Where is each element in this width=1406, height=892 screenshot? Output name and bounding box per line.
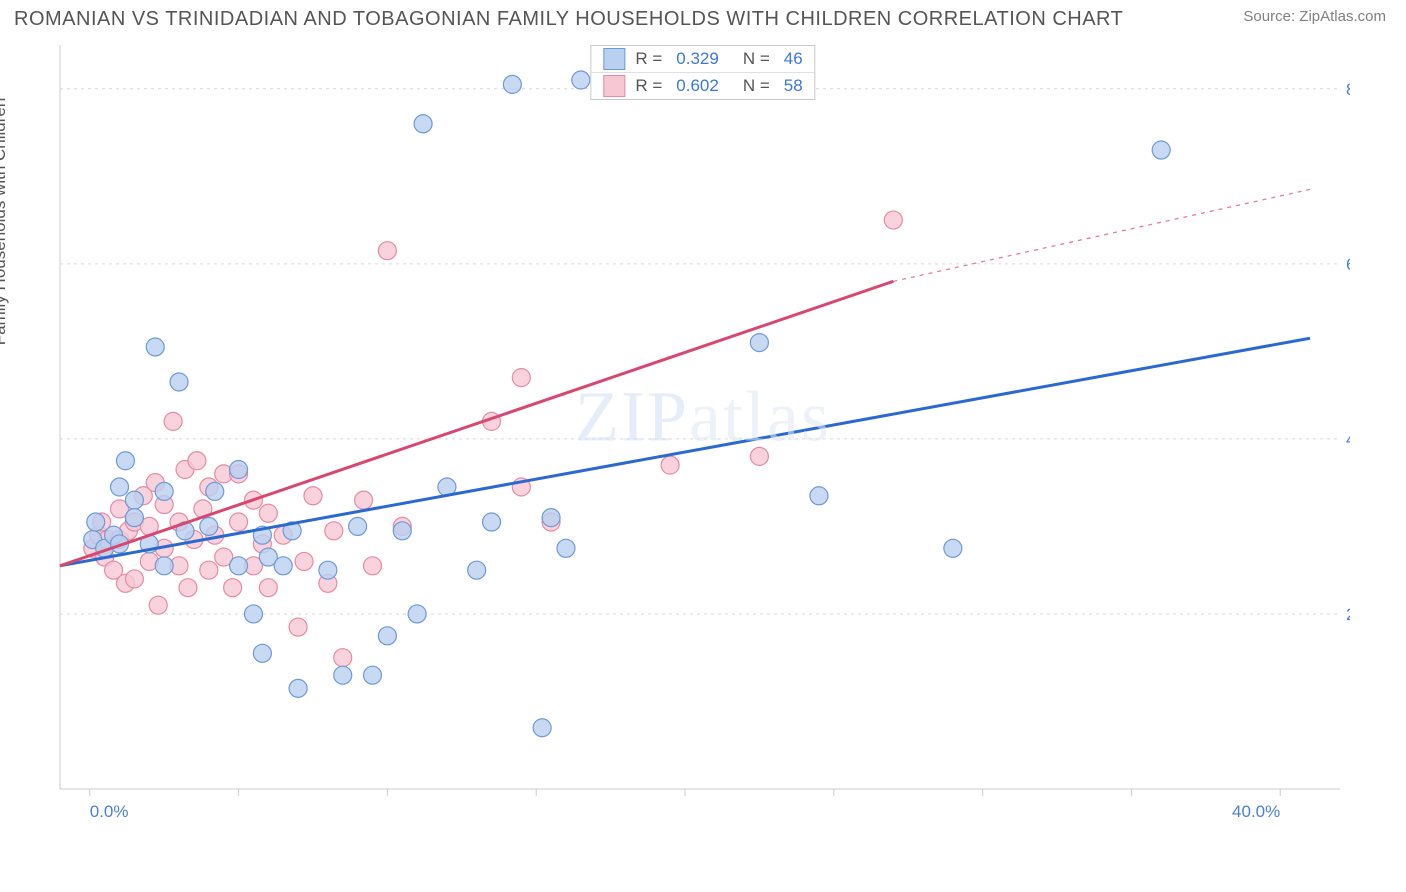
legend-r-label: R =	[635, 49, 662, 69]
legend-swatch	[603, 48, 625, 70]
legend-r-value: 0.329	[676, 49, 719, 69]
series-Romanians	[84, 71, 1170, 737]
legend-n-value: 46	[784, 49, 803, 69]
y-axis-label: Family Households with Children	[0, 98, 10, 346]
legend-r-label: R =	[635, 76, 662, 96]
trendline	[60, 338, 1310, 566]
series-Trinidadians and Tobagonians	[84, 211, 903, 667]
svg-text:60.0%: 60.0%	[1346, 255, 1350, 274]
svg-text:40.0%: 40.0%	[1232, 802, 1280, 821]
scatter-plot: 20.0% 40.0% 60.0% 80.0% 0.0% 40.0%	[10, 39, 1350, 879]
svg-text:0.0%: 0.0%	[90, 802, 129, 821]
svg-text:80.0%: 80.0%	[1346, 80, 1350, 99]
legend-n-label: N =	[743, 49, 770, 69]
chart-header: ROMANIAN VS TRINIDADIAN AND TOBAGONIAN F…	[0, 0, 1406, 35]
chart-source: Source: ZipAtlas.com	[1243, 8, 1386, 25]
legend-n-label: N =	[743, 76, 770, 96]
chart-title: ROMANIAN VS TRINIDADIAN AND TOBAGONIAN F…	[14, 8, 1123, 31]
trendline	[60, 281, 893, 565]
legend-row: R = 0.329 N = 46	[591, 46, 814, 72]
chart-container: Family Households with Children ZIPatlas…	[10, 39, 1396, 879]
svg-text:40.0%: 40.0%	[1346, 430, 1350, 449]
legend-r-value: 0.602	[676, 76, 719, 96]
correlation-legend: R = 0.329 N = 46 R = 0.602 N = 58	[590, 45, 815, 100]
legend-n-value: 58	[784, 76, 803, 96]
svg-text:20.0%: 20.0%	[1346, 605, 1350, 624]
legend-row: R = 0.602 N = 58	[591, 72, 814, 99]
legend-swatch	[603, 75, 625, 97]
